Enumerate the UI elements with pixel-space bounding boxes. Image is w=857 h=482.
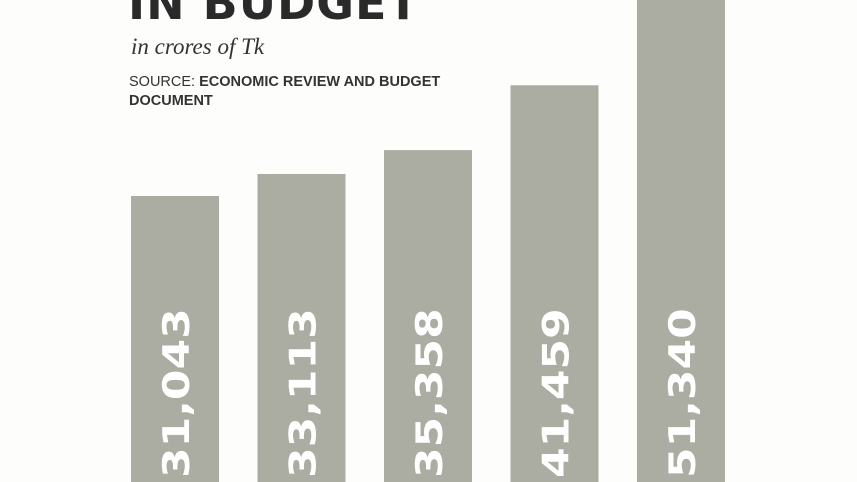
bar-value-label: 31,043 [157, 308, 198, 478]
bar-value-label: 41,459 [536, 308, 577, 478]
bar [510, 85, 599, 482]
source-note: SOURCE: ECONOMIC REVIEW AND BUDGET DOCUM… [129, 73, 449, 111]
bar [131, 196, 219, 482]
bar-value-label: 51,340 [663, 308, 704, 478]
chart-title: IN BUDGET [128, 0, 420, 30]
source-text: ECONOMIC REVIEW AND BUDGET DOCUMENT [129, 74, 441, 109]
bar-value-label: 33,113 [283, 308, 324, 478]
bar-value-label: 35,358 [410, 308, 451, 478]
source-label: SOURCE: [129, 74, 196, 90]
bar [637, 0, 725, 482]
bar [384, 150, 472, 482]
chart-subtitle: in crores of Tk [131, 34, 265, 59]
bar [257, 173, 346, 482]
